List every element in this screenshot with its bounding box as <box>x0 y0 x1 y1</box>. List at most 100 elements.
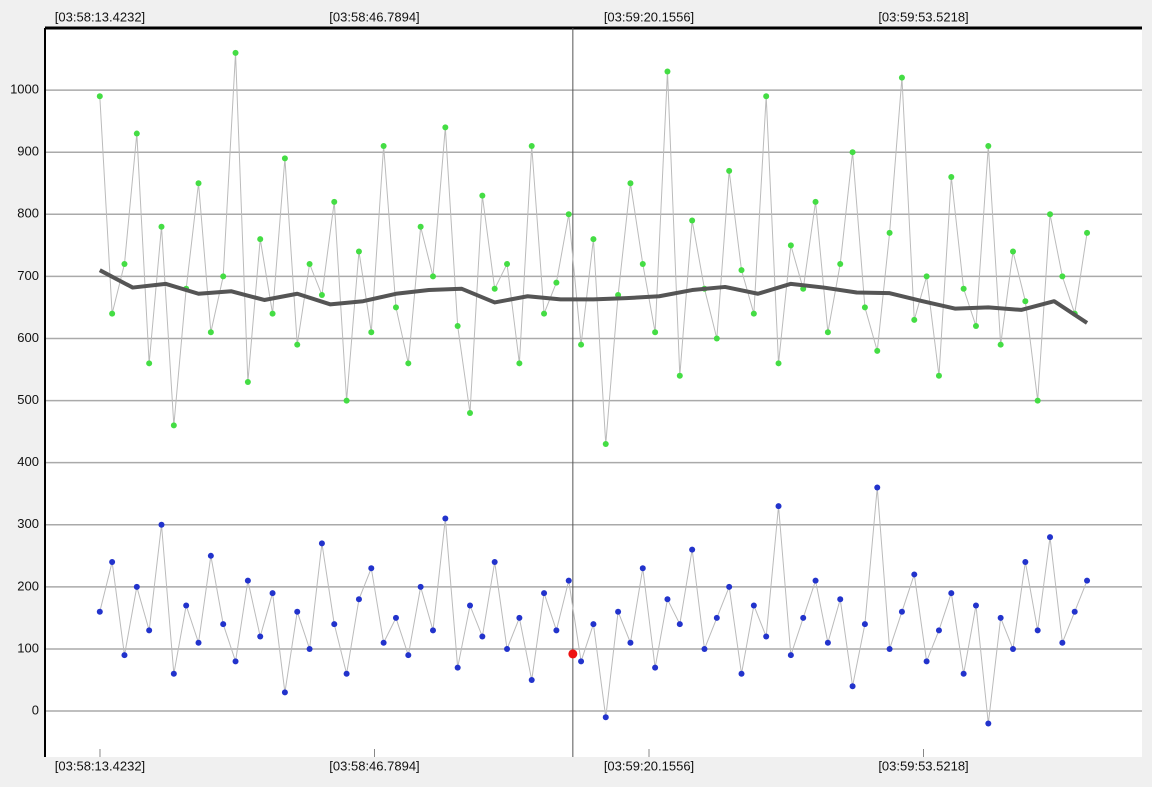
y-tick-label: 0 <box>32 702 39 717</box>
point <box>479 192 486 199</box>
x-tick-label-bottom: [03:59:20.1556] <box>604 758 694 773</box>
point <box>800 614 807 621</box>
point <box>281 689 288 696</box>
point <box>244 378 251 385</box>
point <box>763 633 770 640</box>
point <box>763 93 770 100</box>
point <box>392 614 399 621</box>
point <box>442 515 449 522</box>
point <box>1059 273 1066 280</box>
point <box>479 633 486 640</box>
point <box>898 74 905 81</box>
point <box>244 577 251 584</box>
point <box>1034 397 1041 404</box>
point <box>972 602 979 609</box>
point <box>269 310 276 317</box>
point <box>96 93 103 100</box>
plot-area <box>45 28 1142 757</box>
y-tick-label: 800 <box>17 206 39 221</box>
y-tick-label: 500 <box>17 392 39 407</box>
point <box>1034 627 1041 634</box>
y-tick-label: 200 <box>17 578 39 593</box>
x-tick-label-top: [03:58:46.7894] <box>329 9 419 24</box>
point <box>541 310 548 317</box>
x-tick-label-bottom: [03:58:13.4232] <box>55 758 145 773</box>
point <box>405 652 412 659</box>
point <box>170 422 177 429</box>
point <box>429 627 436 634</box>
point <box>133 583 140 590</box>
point <box>392 304 399 311</box>
x-tick-label-top: [03:59:53.5218] <box>878 9 968 24</box>
point <box>331 198 338 205</box>
point <box>726 583 733 590</box>
point <box>553 279 560 286</box>
point <box>121 652 128 659</box>
point <box>824 329 831 336</box>
point <box>516 614 523 621</box>
point <box>417 223 424 230</box>
point <box>1047 534 1054 541</box>
point <box>1071 608 1078 615</box>
point <box>516 360 523 367</box>
point <box>590 236 597 243</box>
point <box>207 329 214 336</box>
point <box>738 267 745 274</box>
point <box>1022 298 1029 305</box>
point <box>158 521 165 528</box>
point <box>467 409 474 416</box>
point <box>553 627 560 634</box>
point <box>170 670 177 677</box>
point <box>615 608 622 615</box>
point <box>997 614 1004 621</box>
point <box>343 670 350 677</box>
point <box>318 540 325 547</box>
point <box>652 329 659 336</box>
point <box>368 565 375 572</box>
point <box>417 583 424 590</box>
point <box>220 273 227 280</box>
point <box>898 608 905 615</box>
point <box>380 639 387 646</box>
point <box>837 260 844 267</box>
point <box>652 664 659 671</box>
x-tick-label-top: [03:58:13.4232] <box>55 9 145 24</box>
point <box>368 329 375 336</box>
point <box>676 372 683 379</box>
point <box>1084 229 1091 236</box>
point <box>491 559 498 566</box>
point <box>121 260 128 267</box>
point <box>948 174 955 181</box>
point <box>935 372 942 379</box>
point <box>380 142 387 149</box>
point <box>713 614 720 621</box>
point <box>195 639 202 646</box>
point <box>146 627 153 634</box>
point <box>627 639 634 646</box>
point <box>948 590 955 597</box>
point <box>849 683 856 690</box>
point <box>565 577 572 584</box>
point <box>355 596 362 603</box>
point <box>294 341 301 348</box>
point <box>504 645 511 652</box>
point <box>331 621 338 628</box>
point <box>861 621 868 628</box>
point <box>923 658 930 665</box>
point <box>355 248 362 255</box>
point <box>454 323 461 330</box>
point <box>726 167 733 174</box>
point <box>146 360 153 367</box>
point <box>775 360 782 367</box>
point <box>269 590 276 597</box>
y-tick-label: 100 <box>17 640 39 655</box>
point <box>183 602 190 609</box>
point <box>578 341 585 348</box>
point <box>664 596 671 603</box>
point <box>602 441 609 448</box>
highlight-point <box>568 649 578 659</box>
point <box>911 316 918 323</box>
point <box>232 658 239 665</box>
point <box>504 260 511 267</box>
